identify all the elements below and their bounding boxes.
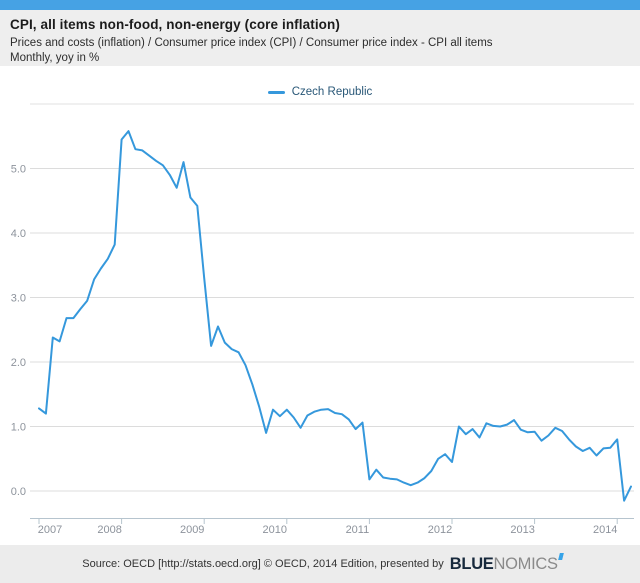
- brand-accent-mark: [557, 552, 564, 560]
- accent-bar: [0, 0, 640, 10]
- x-axis-label: 2009: [180, 524, 204, 536]
- x-axis-label: 2007: [38, 524, 62, 536]
- x-axis-label: 2011: [346, 524, 370, 536]
- chart-legend: Czech Republic: [0, 86, 640, 98]
- y-axis-label: 2.0: [11, 357, 26, 369]
- x-axis-label: 2013: [510, 524, 534, 536]
- y-axis-label: 1.0: [11, 422, 26, 434]
- chart-header: CPI, all items non-food, non-energy (cor…: [0, 10, 640, 66]
- breadcrumb-subtitle: Prices and costs (inflation) / Consumer …: [10, 37, 493, 49]
- x-axis-label: 2012: [428, 524, 452, 536]
- y-axis-label: 4.0: [11, 228, 26, 240]
- footer: Source: OECD [http://stats.oecd.org] © O…: [0, 545, 640, 583]
- cpi-line: [38, 130, 632, 502]
- frequency-note: Monthly, yoy in %: [10, 52, 100, 64]
- x-axis-label: 2014: [593, 524, 617, 536]
- brand-light-part: NOMICS: [493, 554, 559, 573]
- y-axis-label: 0.0: [11, 486, 26, 498]
- legend-line-swatch: [267, 90, 285, 94]
- y-axis-label: 3.0: [11, 293, 26, 305]
- y-axis-label: 5.0: [11, 164, 26, 176]
- source-text: Source: OECD [http://stats.oecd.org] © O…: [82, 558, 444, 570]
- x-axis-label: 2010: [263, 524, 287, 536]
- legend-series-label[interactable]: Czech Republic: [291, 86, 373, 98]
- page-title: CPI, all items non-food, non-energy (cor…: [10, 17, 340, 32]
- brand-bold-part: BLUE: [449, 554, 494, 573]
- bluenomics-logo: BLUENOMICS: [449, 552, 564, 573]
- x-axis-label: 2008: [97, 524, 121, 536]
